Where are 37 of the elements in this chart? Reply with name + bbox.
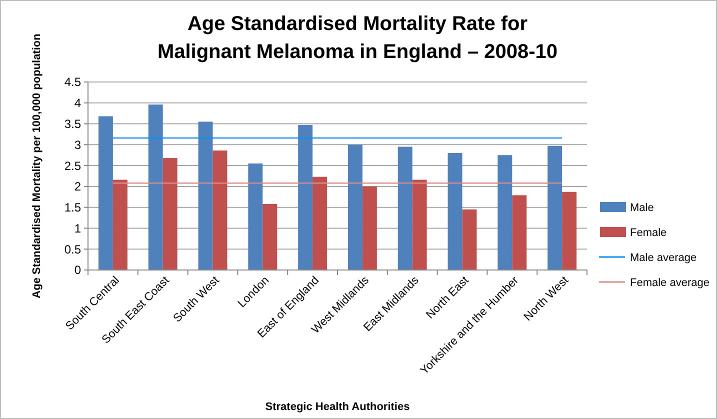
- y-tick-label: 3.5: [64, 116, 82, 131]
- y-axis-title: Age Standardised Mortality per 100,000 population: [31, 33, 43, 298]
- bar: [312, 176, 328, 270]
- chart-title: Age Standardised Mortality Rate for Malignant Melanoma in England – 2008-10: [157, 13, 558, 63]
- y-tick-label: 1.5: [64, 200, 82, 215]
- legend-label: Female: [630, 226, 667, 239]
- bar: [548, 146, 562, 270]
- bar: [98, 116, 113, 270]
- bar: [398, 146, 412, 270]
- bar: [348, 144, 362, 270]
- y-tick-label: 4.5: [64, 75, 82, 90]
- x-axis-title: Strategic Health Authorities: [265, 401, 410, 413]
- y-tick-label: 2: [74, 180, 82, 194]
- bar: [512, 195, 527, 270]
- bar: [448, 153, 462, 270]
- legend-label: Female average: [630, 276, 710, 289]
- bar: [562, 192, 577, 270]
- bar: [162, 158, 178, 270]
- bar: [198, 122, 213, 270]
- legend-label: Male average: [630, 252, 697, 264]
- bar: [362, 186, 377, 270]
- y-tick-label: 1: [74, 221, 82, 236]
- y-tick-label: 3: [74, 138, 82, 152]
- bar: [412, 180, 427, 270]
- bar: [262, 204, 278, 270]
- y-tick-label: 0: [74, 263, 82, 278]
- bar: [112, 180, 128, 270]
- bar: [248, 163, 263, 270]
- y-tick-label: 0.5: [64, 242, 82, 256]
- bar: [298, 125, 313, 270]
- bar: [148, 104, 163, 270]
- bar: [498, 155, 512, 270]
- y-tick-label: 4: [74, 96, 82, 110]
- bar: [462, 209, 477, 270]
- y-tick-label: 2.5: [64, 158, 82, 173]
- bar: [212, 150, 228, 270]
- legend-label: Male: [630, 202, 654, 214]
